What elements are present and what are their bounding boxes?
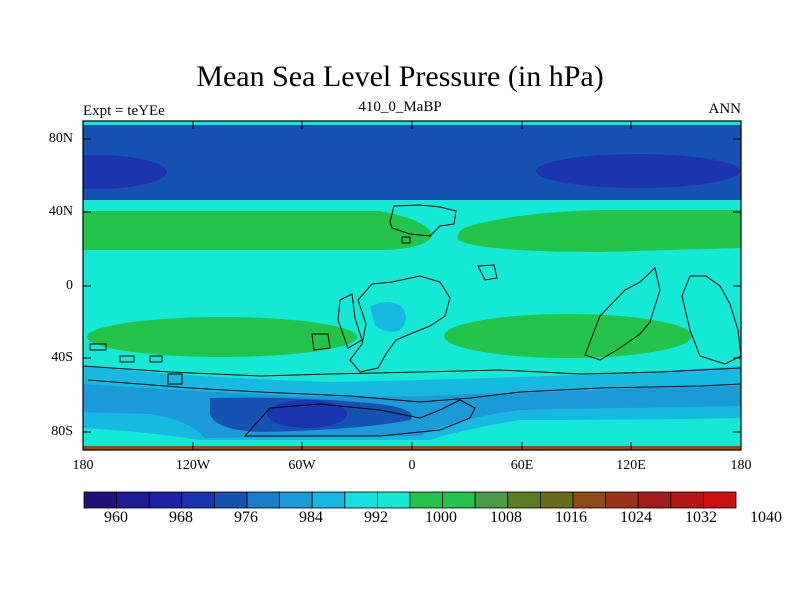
colorbar-label: 976	[234, 509, 258, 526]
landmass-south	[243, 399, 476, 437]
colorbar-box	[637, 491, 672, 509]
x-tick-label: 180	[730, 458, 752, 473]
y-tick-label: 40N	[48, 204, 73, 219]
island-west	[337, 293, 363, 349]
experiment-label: Expt = teYEe	[83, 103, 165, 119]
colorbar-box	[311, 491, 346, 509]
colorbar	[83, 491, 737, 509]
colorbar-box	[670, 491, 704, 509]
x-tick-label: 120W	[175, 458, 211, 473]
colorbar-box	[148, 491, 183, 509]
y-tick-label: 80S	[51, 424, 73, 439]
southern-low-core	[267, 400, 347, 428]
landmass-far-east	[681, 275, 742, 365]
colorbar-label: 968	[169, 509, 193, 526]
colorbar-label: 1008	[490, 509, 522, 526]
north-low-cell-west	[83, 155, 167, 189]
colorbar-box	[344, 491, 378, 509]
island-equatorial	[477, 264, 498, 281]
south-high-cell-east	[444, 314, 692, 358]
colorbar-box	[213, 491, 248, 509]
colorbar-label: 1032	[685, 509, 717, 526]
landmass-central	[349, 275, 451, 373]
colorbar-label: 1024	[620, 509, 652, 526]
colorbar-box	[83, 491, 117, 509]
island-southwest	[311, 333, 331, 351]
continent-outlines	[82, 204, 742, 437]
colorbar-box	[507, 491, 541, 509]
coastline-south-2	[87, 379, 742, 403]
colorbar-label: 1040	[750, 509, 782, 526]
map-title: Mean Sea Level Pressure (in hPa)	[196, 60, 604, 93]
colorbar-label: 1000	[425, 509, 457, 526]
x-tick-label: 60W	[288, 458, 316, 473]
north-low-cell-east	[536, 154, 740, 188]
island-small-4	[89, 343, 107, 351]
island-north	[401, 236, 411, 244]
colorbar-box	[474, 491, 509, 509]
landmass-east	[584, 267, 661, 361]
x-tick-label: 0	[408, 458, 416, 473]
colorbar-box	[605, 491, 639, 509]
colorbar-label: 1016	[555, 509, 587, 526]
island-small-2	[149, 355, 163, 363]
colorbar-box	[572, 491, 606, 509]
colorbar-label: 984	[299, 509, 323, 526]
y-tick-label: 0	[66, 278, 73, 293]
colorbar-box	[703, 491, 737, 509]
x-axis-ticks	[192, 121, 632, 450]
colorbar-box	[540, 491, 574, 509]
south-high-cell-west	[87, 317, 357, 357]
pressure-field	[83, 121, 741, 450]
colorbar-box	[409, 491, 443, 509]
landmass-north	[389, 204, 457, 237]
colorbar-box	[279, 491, 313, 509]
colorbar-box	[376, 491, 411, 509]
colorbar-box	[246, 491, 280, 509]
north-high-cell-west	[83, 211, 432, 250]
island-small-3	[167, 373, 183, 385]
y-tick-label: 40S	[51, 350, 73, 365]
time-label: 410_0_MaBP	[358, 99, 442, 115]
x-tick-label: 120E	[616, 458, 646, 473]
colorbar-label: 960	[104, 509, 128, 526]
season-label: ANN	[708, 101, 742, 117]
coastline-south-1	[82, 365, 742, 377]
north-high-cell-east	[457, 210, 741, 252]
tropical-low-patch	[370, 301, 406, 332]
y-tick-label: 80N	[48, 131, 73, 146]
colorbar-label: 992	[364, 509, 388, 526]
x-tick-label: 180	[72, 458, 94, 473]
colorbar-box	[116, 491, 150, 509]
colorbar-box	[181, 491, 215, 509]
colorbar-box	[442, 491, 476, 509]
x-tick-label: 60E	[510, 458, 534, 473]
island-small-1	[119, 355, 135, 363]
y-axis-ticks	[83, 138, 741, 433]
